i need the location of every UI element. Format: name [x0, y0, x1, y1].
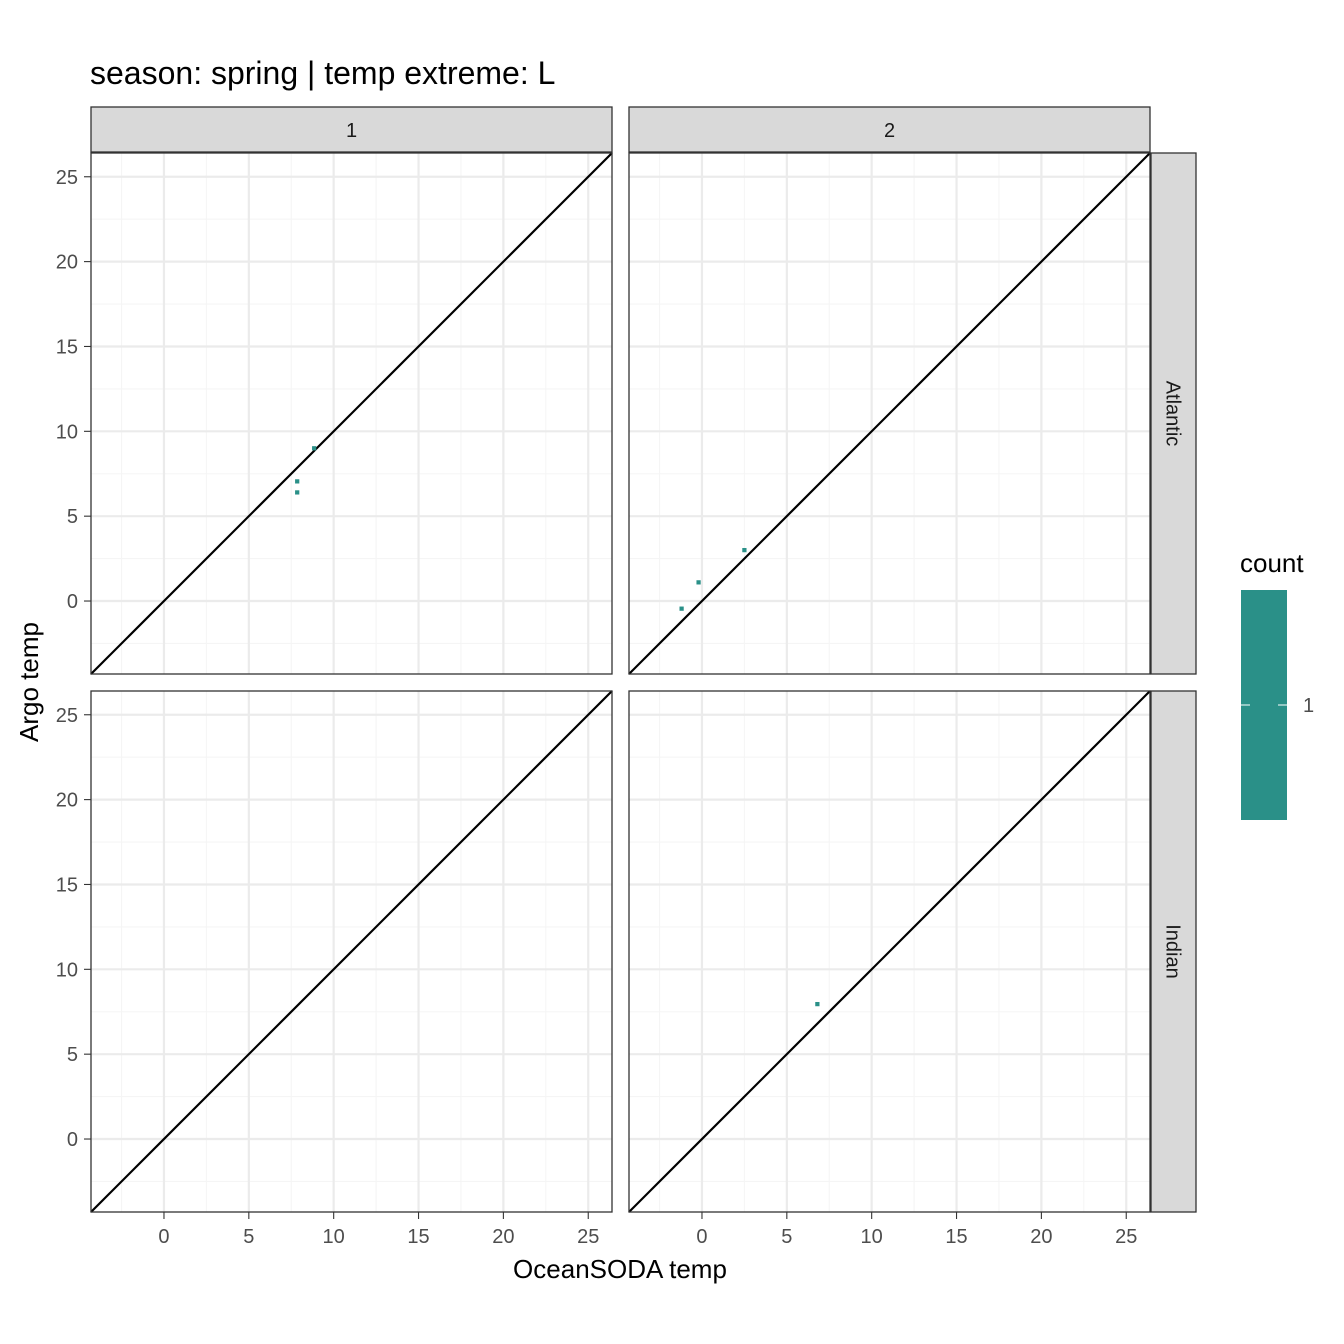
x-tick-label: 15 — [407, 1226, 429, 1248]
panel-border-atlantic-2 — [628, 152, 1151, 675]
y-tick-label: 0 — [67, 1129, 78, 1151]
identity-line — [628, 690, 1151, 1213]
panel-border-indian-1 — [90, 690, 613, 1213]
panel-border-atlantic-1 — [90, 152, 613, 675]
row-strip-label-indian: Indian — [1162, 924, 1184, 979]
identity-line — [628, 152, 1151, 675]
y-axis-title: Argo temp — [14, 622, 44, 742]
facet-panels: 1 2 Atlantic Indian 0 5 10 15 20 25 0 5 10 15 20 25 0 5 10… — [56, 106, 1197, 1248]
x-axis-title: OceanSODA temp — [513, 1254, 727, 1284]
y-tick-label: 15 — [56, 336, 78, 358]
y-tick-label: 20 — [56, 790, 78, 812]
panel-border-indian-2 — [628, 690, 1151, 1213]
col-strip-label-2: 2 — [884, 120, 895, 142]
heatmap-cell — [742, 547, 747, 553]
y-tick-label: 10 — [56, 959, 78, 981]
y-tick-label: 15 — [56, 874, 78, 896]
col-strip-2 — [628, 106, 1151, 153]
x-tick-label: 25 — [1115, 1226, 1137, 1248]
heatmap-cell — [295, 490, 300, 495]
y-tick-label: 5 — [67, 506, 78, 528]
x-tick-label: 5 — [243, 1226, 254, 1248]
y-tick-label: 25 — [56, 705, 78, 727]
row-strip-atlantic — [1150, 152, 1197, 675]
x-tick-label: 15 — [945, 1226, 967, 1248]
heatmap-cell — [696, 580, 701, 585]
col-strip-1 — [90, 106, 613, 153]
y-tick-label: 10 — [56, 421, 78, 443]
x-tick-label: 10 — [323, 1226, 345, 1248]
x-tick-label: 0 — [696, 1226, 707, 1248]
heatmap-cell — [679, 606, 684, 611]
y-tick-label: 5 — [67, 1044, 78, 1066]
plot-title: season: spring | temp extreme: L — [90, 55, 555, 91]
x-tick-label: 10 — [861, 1226, 883, 1248]
x-tick-label: 0 — [158, 1226, 169, 1248]
heatmap-cell — [295, 479, 300, 484]
heatmap-cell — [312, 446, 317, 451]
x-tick-label: 20 — [492, 1226, 514, 1248]
x-tick-label: 25 — [577, 1226, 599, 1248]
identity-line — [90, 152, 613, 675]
legend-title: count — [1240, 548, 1304, 578]
identity-line — [90, 690, 613, 1213]
x-tick-label: 20 — [1030, 1226, 1052, 1248]
row-strip-label-atlantic: Atlantic — [1162, 381, 1184, 447]
y-tick-label: 20 — [56, 252, 78, 274]
x-tick-label: 5 — [781, 1226, 792, 1248]
legend: count 1 — [1240, 548, 1314, 820]
heatmap-cell — [815, 1001, 820, 1007]
legend-label: 1 — [1303, 695, 1314, 717]
col-strip-label-1: 1 — [346, 120, 357, 142]
y-tick-label: 0 — [67, 591, 78, 613]
row-strip-indian — [1150, 690, 1197, 1213]
y-tick-label: 25 — [56, 167, 78, 189]
